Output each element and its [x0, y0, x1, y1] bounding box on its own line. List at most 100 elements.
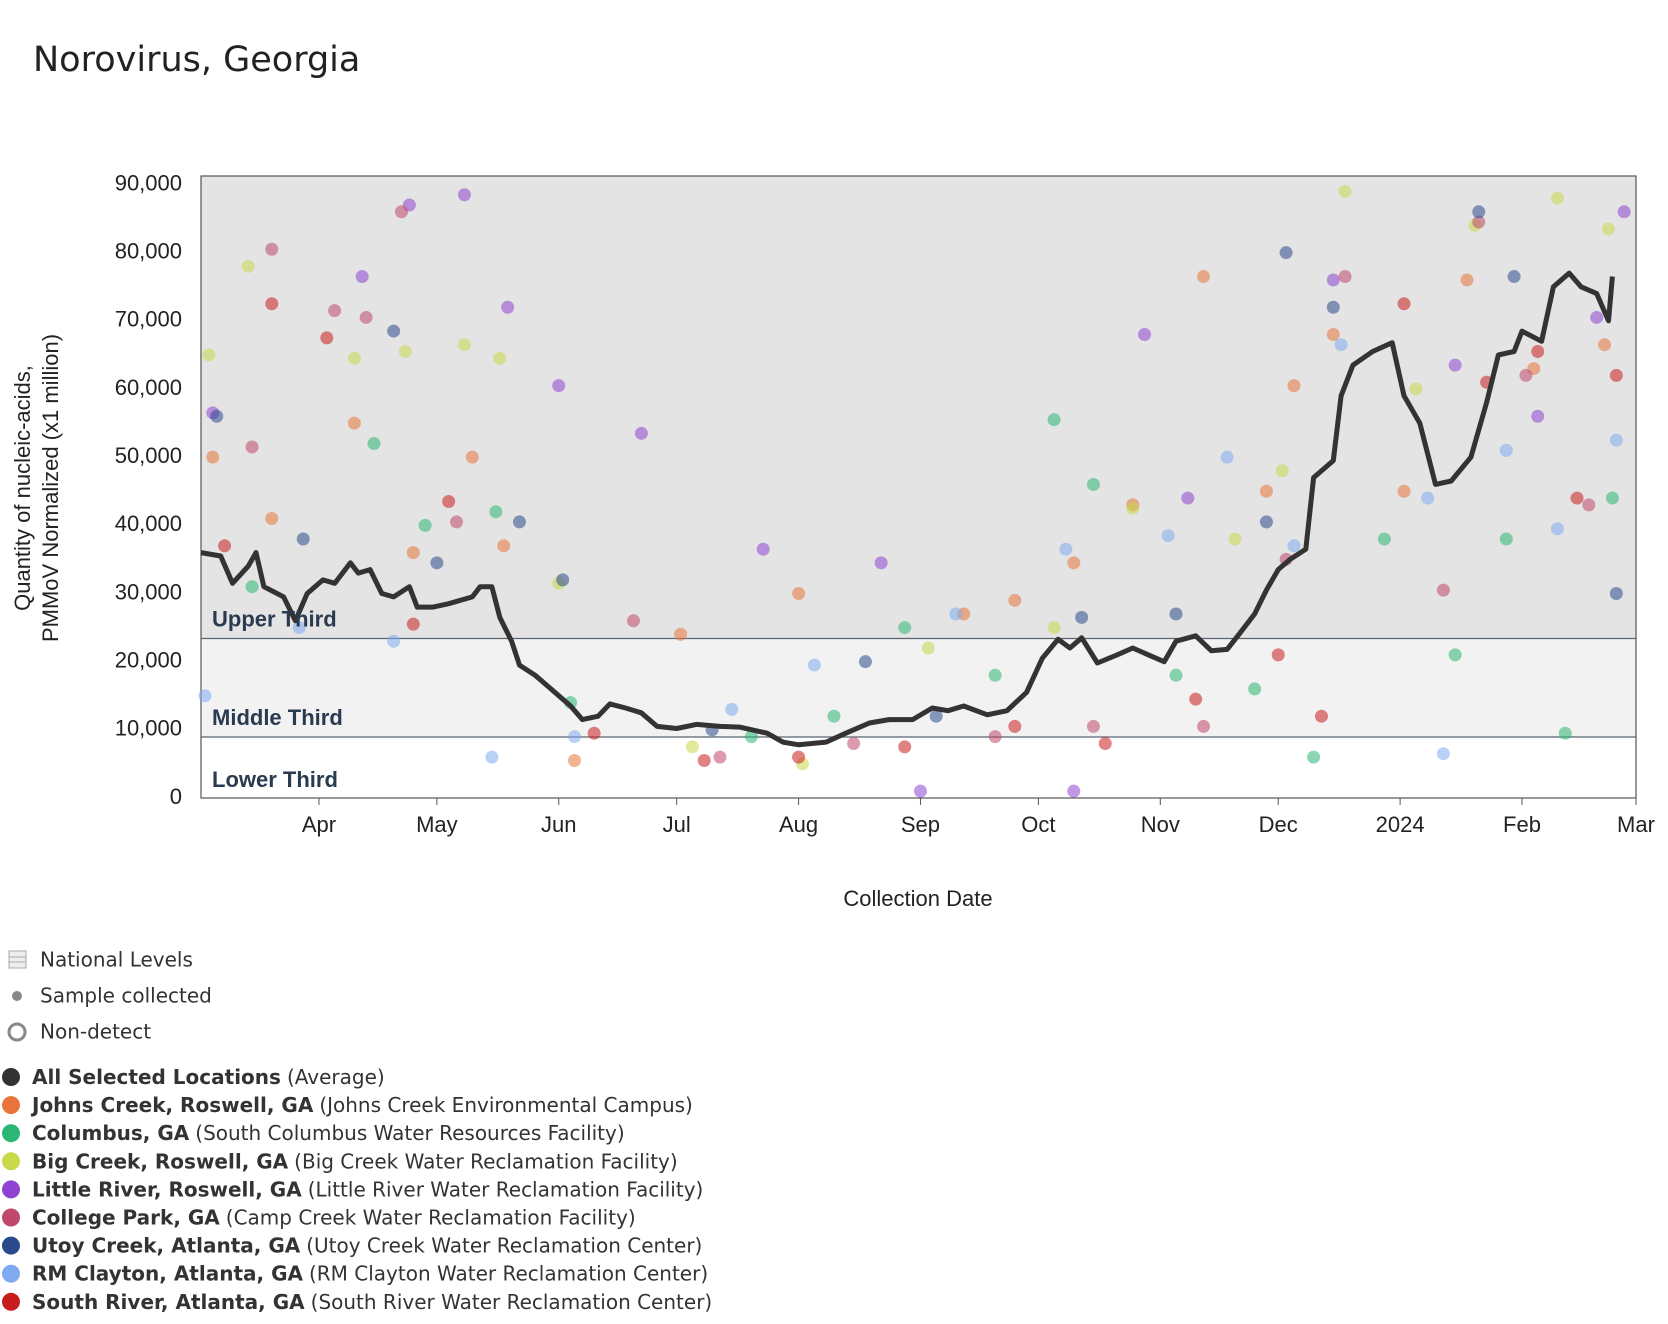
sample-point: [1377, 532, 1391, 546]
sample-point: [913, 784, 927, 798]
sample-point: [485, 750, 499, 764]
plot-frame: [200, 175, 1637, 799]
sample-point: [1326, 273, 1340, 287]
sample-point: [1334, 338, 1348, 352]
sample-point: [265, 512, 279, 526]
sample-point: [328, 304, 342, 318]
sample-point: [1550, 191, 1564, 205]
legend-label: Big Creek, Roswell, GA (Big Creek Water R…: [32, 1149, 678, 1173]
sample-point: [1448, 648, 1462, 662]
sample-point: [218, 539, 232, 553]
legend-swatch: [2, 1180, 20, 1199]
sample-point: [1067, 556, 1081, 570]
sample-point: [320, 331, 334, 345]
x-tick-label: Nov: [1141, 812, 1180, 837]
x-tick-label: Jun: [541, 812, 576, 837]
sample-point: [1271, 648, 1285, 662]
y-tick-label: 60,000: [115, 375, 182, 400]
sample-point: [1181, 491, 1195, 505]
sample-point: [1609, 433, 1623, 447]
legend-facility: (South Columbus Water Resources Facility…: [195, 1121, 624, 1145]
x-axis-label: Collection Date: [843, 886, 992, 911]
sample-point: [898, 621, 912, 635]
band: [201, 638, 1636, 737]
y-tick-label: 0: [170, 784, 182, 809]
sample-point: [1338, 184, 1352, 198]
legend-facility: (RM Clayton Water Reclamation Center): [309, 1261, 708, 1285]
legend-name: Big Creek, Roswell, GA: [32, 1149, 289, 1173]
y-axis-label: Quantity of nucleic-acids,: [10, 365, 35, 611]
sample-point: [1499, 532, 1513, 546]
legend-label: Sample collected: [40, 984, 212, 1008]
sample-point: [1228, 532, 1242, 546]
sample-point: [1086, 719, 1100, 733]
sample-point: [406, 546, 420, 560]
legend-swatch: [2, 1264, 20, 1283]
x-tick-label: Dec: [1259, 812, 1298, 837]
sample-point: [697, 754, 711, 768]
x-tick-label: Aug: [779, 812, 818, 837]
sample-point: [1472, 215, 1486, 229]
sample-point: [1248, 682, 1262, 696]
non-detect-icon: [7, 1022, 27, 1042]
sample-point: [1436, 583, 1450, 597]
legend-label: Little River, Roswell, GA (Little River W…: [32, 1177, 703, 1201]
sample-point: [442, 494, 456, 508]
sample-point: [1326, 300, 1340, 314]
legend-name: Columbus, GA: [32, 1121, 190, 1145]
sample-point: [1609, 587, 1623, 601]
sample-point: [1472, 205, 1486, 219]
sample-point: [792, 750, 806, 764]
sample-point: [1460, 273, 1474, 287]
sample-point: [1421, 491, 1435, 505]
sample-point: [587, 726, 601, 740]
legend-name: Little River, Roswell, GA: [32, 1177, 302, 1201]
sample-point: [1519, 368, 1533, 382]
sample-point: [1189, 692, 1203, 706]
sample-point: [744, 730, 758, 744]
sample-point: [921, 641, 935, 655]
sample-point: [567, 754, 581, 768]
legend-facility: (Johns Creek Environmental Campus): [319, 1093, 693, 1117]
legend-label: College Park, GA (Camp Creek Water Reclam…: [32, 1205, 636, 1229]
y-tick-label: 80,000: [115, 238, 182, 263]
legend-label: Johns Creek, Roswell, GA (Johns Creek Env…: [30, 1093, 693, 1117]
legend-swatch: [2, 1124, 20, 1143]
sample-point: [245, 580, 259, 594]
x-tick-label: May: [416, 812, 458, 837]
legend-swatch: [2, 1152, 20, 1171]
legend-swatch: [2, 1292, 20, 1311]
y-tick-label: 30,000: [115, 579, 182, 604]
sample-point: [1279, 246, 1293, 260]
sample-point: [949, 607, 963, 621]
legend-label: Non-detect: [40, 1020, 151, 1044]
legend-label: Utoy Creek, Atlanta, GA (Utoy Creek Water…: [32, 1233, 702, 1257]
sample-point: [1598, 338, 1612, 352]
sample-point: [1558, 726, 1572, 740]
sample-point: [1287, 379, 1301, 393]
sample-point: [457, 338, 471, 352]
sample-point: [1008, 719, 1022, 733]
sample-point: [1138, 327, 1152, 341]
band-label: Lower Third: [212, 767, 338, 792]
sample-point: [756, 542, 770, 556]
sample-point: [1601, 222, 1615, 236]
sample-point: [1550, 522, 1564, 536]
sample-point: [626, 614, 640, 628]
sample-point: [1197, 719, 1211, 733]
sample-point: [418, 518, 432, 532]
sample-point: [827, 709, 841, 723]
sample-point: [202, 348, 216, 362]
y-tick-label: 90,000: [115, 170, 182, 195]
sample-point: [1259, 515, 1273, 529]
sample-point: [792, 587, 806, 601]
sample-point: [1326, 327, 1340, 341]
sample-point: [674, 627, 688, 641]
sample-point: [1287, 539, 1301, 553]
sample-point: [1047, 413, 1061, 427]
sample-point: [406, 617, 420, 631]
sample-point: [1314, 709, 1328, 723]
sample-point: [245, 440, 259, 454]
y-tick-label: 50,000: [115, 443, 182, 468]
sample-point: [685, 740, 699, 754]
